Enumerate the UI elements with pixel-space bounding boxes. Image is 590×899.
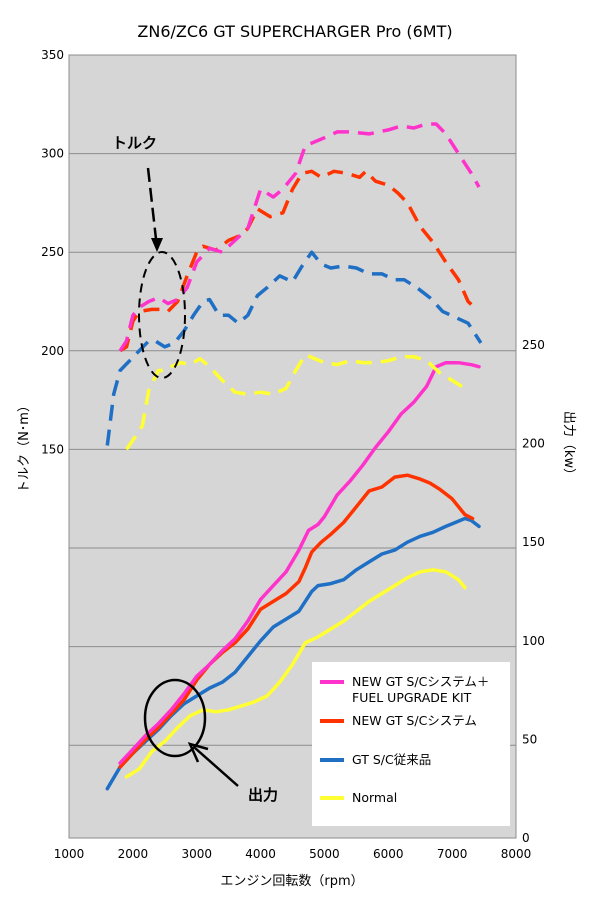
legend-label: Normal [352,790,397,805]
x-tick-label: 6000 [373,847,404,861]
axis-ticks: 1000 2000 3000 4000 5000 6000 7000 800015020025… [41,48,545,861]
torque-annotation-arrow [146,167,159,249]
torque-annotation-label: トルク [112,134,157,152]
y-left-tick-label: 250 [41,245,64,259]
series-layer [105,122,483,791]
legend-label: FUEL UPGRADE KIT [352,690,472,705]
torque-series-line [125,352,466,451]
power-series-line [124,568,467,779]
power-series-line [118,360,481,765]
x-tick-label: 7000 [437,847,468,861]
x-tick-label: 1000 [54,847,85,861]
x-tick-label: 2000 [118,847,149,861]
x-tick-label: 5000 [309,847,340,861]
legend: NEW GT S/Cシステム＋ FUEL UPGRADE KIT NEW GT … [312,662,510,826]
chart-title: ZN6/ZC6 GT SUPERCHARGER Pro (6MT) [137,22,452,41]
x-tick-label: 4000 [245,847,276,861]
power-annotation-ellipse [143,678,207,758]
y-right-tick-label: 50 [522,732,537,746]
legend-label: NEW GT S/Cシステム＋ [352,674,489,689]
y-right-tick-label: 0 [522,831,530,845]
x-tick-label: 3000 [181,847,212,861]
y-axis-right-label: 出力（kw） [561,411,576,481]
torque-series-line [105,250,483,446]
legend-box [312,662,510,826]
power-series-line [118,473,475,769]
power-annotation-label: 出力 [248,786,278,804]
y-left-tick-label: 350 [41,48,64,62]
torque-annotation-ellipse [138,251,186,379]
power-annotation-arrow [194,747,239,787]
legend-label: NEW GT S/Cシステム [352,713,477,728]
x-tick-label: 8000 [501,847,532,861]
x-axis-label: エンジン回転数（rpm） [220,874,363,889]
y-right-tick-label: 250 [522,338,545,352]
y-left-tick-label: 150 [41,442,64,456]
legend-label: GT S/C従来品 [352,752,431,767]
y-right-tick-label: 100 [522,634,545,648]
y-left-tick-label: 200 [41,344,64,358]
power-arrow-head [187,742,209,763]
y-right-tick-label: 200 [522,437,545,451]
y-axis-left-label: トルク（N･m） [17,399,32,493]
torque-series-line [119,169,476,353]
y-left-tick-label: 300 [41,147,64,161]
y-right-tick-label: 150 [522,535,545,549]
torque-arrow-head [151,238,163,252]
